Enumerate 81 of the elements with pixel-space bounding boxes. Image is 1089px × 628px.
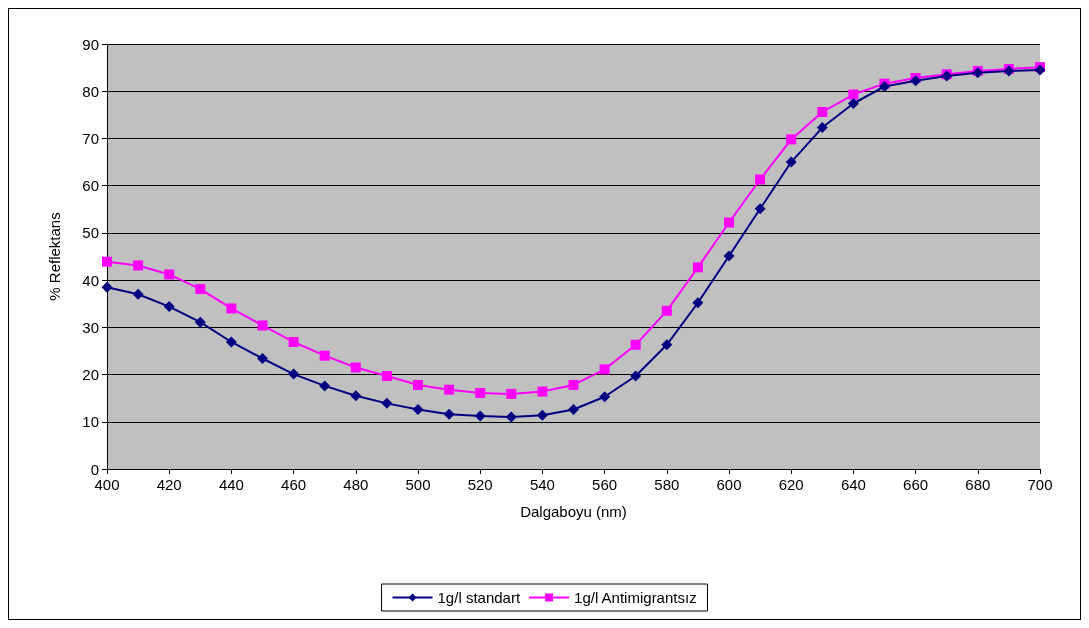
point <box>568 404 579 415</box>
y-tick-label: 40 <box>82 271 99 289</box>
y-tick-label: 70 <box>82 129 99 147</box>
x-tick-label: 560 <box>592 476 618 493</box>
x-tick-label: 440 <box>218 476 244 493</box>
x-tick-label: 520 <box>467 476 493 493</box>
point <box>630 339 641 350</box>
point <box>568 379 579 390</box>
point <box>724 217 734 228</box>
y-tick-label: 20 <box>82 366 99 384</box>
point <box>195 284 206 295</box>
point <box>412 404 424 415</box>
point <box>194 316 206 328</box>
y-tick-label: 30 <box>82 318 99 336</box>
point <box>816 122 828 134</box>
point <box>599 364 610 375</box>
point <box>288 336 299 347</box>
y-axis-title: % Reflektans <box>46 212 63 301</box>
point <box>319 380 331 392</box>
point <box>848 89 859 100</box>
point <box>786 134 797 145</box>
point <box>443 408 455 420</box>
point <box>723 250 735 262</box>
point <box>163 301 175 313</box>
point <box>692 262 703 273</box>
point <box>847 98 859 109</box>
point <box>381 397 393 409</box>
point <box>537 386 548 397</box>
y-tick-label: 50 <box>82 224 99 242</box>
point <box>226 303 237 314</box>
point <box>505 411 517 423</box>
x-tick-label: 580 <box>654 476 680 493</box>
x-tick-label: 680 <box>965 476 991 493</box>
y-tick-label: 90 <box>82 35 99 53</box>
point <box>133 260 144 271</box>
point <box>599 391 611 403</box>
point <box>475 387 486 398</box>
point <box>132 288 144 300</box>
x-tick-label: 660 <box>903 476 929 493</box>
x-tick-label: 640 <box>840 476 866 493</box>
x-tick-label: 480 <box>343 476 369 493</box>
point <box>257 353 268 364</box>
point <box>817 107 828 117</box>
point <box>630 370 642 382</box>
point <box>692 297 704 309</box>
point <box>506 388 517 399</box>
point <box>474 410 486 422</box>
point <box>661 305 672 316</box>
point <box>413 379 423 390</box>
x-tick-label: 400 <box>94 476 120 493</box>
point <box>661 339 673 351</box>
point <box>225 336 237 348</box>
point <box>444 384 455 395</box>
x-tick-label: 420 <box>156 476 182 493</box>
y-tick-label: 10 <box>82 413 99 431</box>
legend-label: 1g/l standart <box>437 589 521 606</box>
x-tick-label: 540 <box>529 476 555 493</box>
point <box>754 203 766 215</box>
x-tick-label: 460 <box>281 476 307 493</box>
x-axis-title: Dalgaboyu (nm) <box>520 503 627 520</box>
x-tick-label: 600 <box>716 476 742 493</box>
point <box>350 362 361 373</box>
point <box>319 350 330 361</box>
point <box>536 409 548 421</box>
point <box>257 320 268 331</box>
point <box>164 269 175 280</box>
x-tick-label: 700 <box>1027 476 1053 493</box>
point <box>785 156 797 168</box>
x-tick-label: 500 <box>405 476 431 493</box>
point <box>755 174 766 185</box>
point <box>101 281 113 293</box>
legend-label: 1g/l Antimigrantsız <box>574 589 697 606</box>
y-tick-label: 80 <box>82 82 99 100</box>
point <box>288 368 300 380</box>
y-tick-label: 60 <box>82 177 99 195</box>
point <box>102 256 112 267</box>
y-tick-label: 0 <box>90 460 99 478</box>
point <box>910 75 922 87</box>
point <box>350 390 362 402</box>
x-tick-label: 620 <box>778 476 804 493</box>
point <box>381 370 392 381</box>
